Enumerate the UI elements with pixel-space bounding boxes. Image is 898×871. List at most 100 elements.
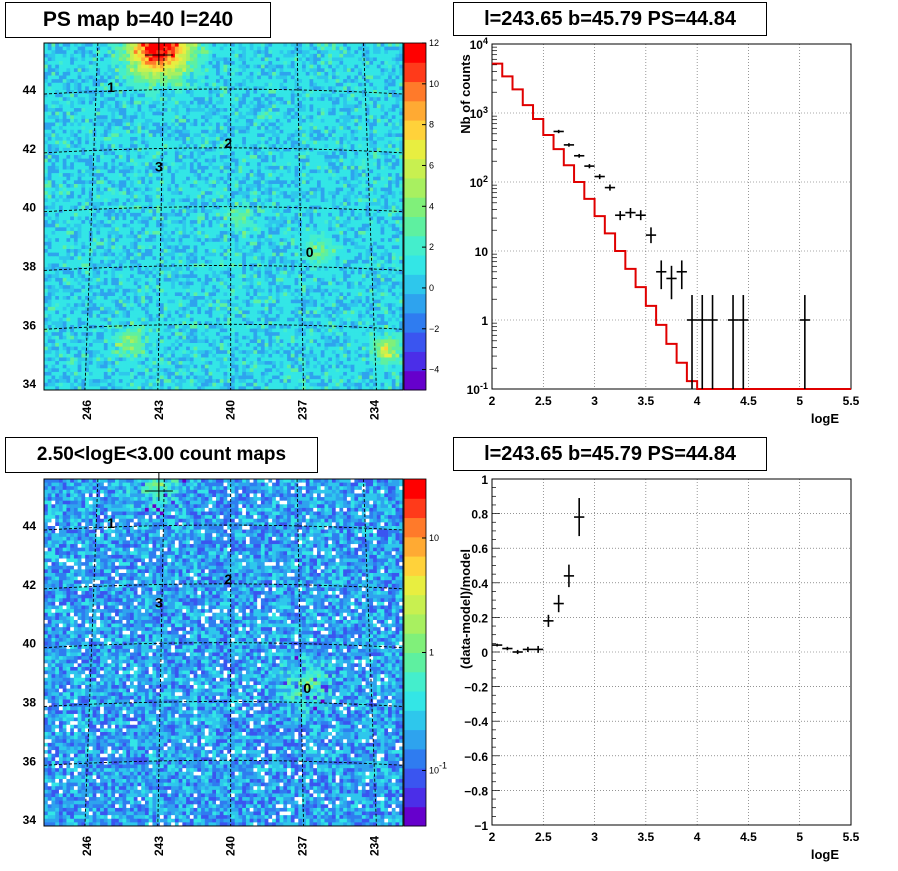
- colorbar-tick-label: 4: [429, 201, 434, 211]
- colorbar-cell: [404, 787, 426, 808]
- y-tick-label: 0.6: [471, 542, 488, 556]
- data-point: [563, 564, 575, 588]
- data-point: [615, 210, 626, 221]
- x-tick-label: 2: [489, 830, 496, 844]
- data-point: [625, 207, 636, 219]
- data-point: [563, 143, 575, 147]
- y-tick-label: 0: [481, 646, 488, 660]
- colorbar-cell: [404, 274, 426, 295]
- colorbar-cell: [404, 158, 426, 179]
- x-tick-label: 4.5: [740, 394, 757, 408]
- residuals-plot: 2 2.5 3 3.5 4 4.5 5 5.5 1 0.8 0.6 0.4 0.2 0 −0.2 −0.4 −0…: [458, 473, 860, 862]
- parallel-line: [43, 701, 404, 707]
- source-label: 3: [155, 595, 163, 611]
- x-axis-title: logE: [811, 411, 839, 426]
- data-point: [645, 227, 657, 244]
- x-tick-label: 240: [224, 836, 238, 856]
- x-tick-label: 234: [367, 400, 381, 420]
- data-point: [553, 594, 564, 613]
- data-point: [686, 295, 698, 389]
- y-tick-label: 40: [23, 637, 37, 651]
- y-tick-label: 38: [23, 259, 37, 273]
- colorbar-tick-label: 12: [429, 38, 439, 48]
- residuals-grid: [492, 479, 851, 825]
- y-tick-label: 0.8: [471, 508, 488, 522]
- parallel-line: [43, 524, 404, 531]
- data-point: [676, 260, 687, 290]
- y-tick-label: 10-1: [467, 381, 488, 397]
- y-tick-label: 38: [23, 695, 37, 709]
- x-tick-label: 237: [295, 836, 309, 856]
- ps-map-panel: 0 1 2 3 44 42 40 38 36 34 246 243 240 237 234 12 10 8 6 4 2 0…: [0, 0, 449, 435]
- y-tick-label: 10: [475, 245, 489, 259]
- y-tick-label: 1: [481, 473, 488, 487]
- data-point: [492, 643, 503, 647]
- y-tick-label: 0.4: [471, 577, 488, 591]
- y-tick-label: 44: [23, 519, 37, 533]
- colorbar-cell: [404, 100, 426, 121]
- y-tick-label: 0.2: [471, 611, 488, 625]
- colorbar-cell: [404, 235, 426, 256]
- colorbar-cell: [404, 370, 426, 391]
- x-tick-label: 240: [224, 400, 238, 420]
- colorbar-cell: [404, 575, 426, 596]
- x-tick-label: 3: [591, 830, 598, 844]
- colorbar-cell: [404, 351, 426, 372]
- colorbar-cell: [404, 255, 426, 275]
- y-tick-label: −0.4: [464, 715, 488, 729]
- colorbar-tick-label: 2: [429, 242, 434, 252]
- x-tick-label: 234: [367, 836, 381, 856]
- colorbar-cell: [404, 691, 426, 711]
- colorbar-cell: [404, 517, 426, 538]
- colorbar-cell: [404, 81, 426, 102]
- colorbar-tick-label: 1: [429, 648, 434, 658]
- x-tick-label: 243: [152, 836, 166, 856]
- count-map-plot: 0 1 2 3 44 42 40 38 36 34 246 243 240 237 234 10 1 10-1: [23, 459, 447, 856]
- y-tick-label: 36: [23, 318, 37, 332]
- spectrum-grid: [492, 44, 851, 389]
- y-tick-label: 42: [23, 578, 37, 592]
- data-point: [738, 295, 749, 389]
- colorbar-tick-label: 6: [429, 160, 434, 170]
- count-map-title: 2.50<logE<3.00 count maps: [5, 437, 318, 473]
- map-frame: [43, 478, 404, 827]
- colorbar-cell: [404, 671, 426, 692]
- x-tick-label: 2: [489, 394, 496, 408]
- meridian-line: [84, 478, 99, 827]
- colorbar-cell: [404, 177, 426, 198]
- y-tick-label: 34: [23, 377, 37, 391]
- map-graticule: [43, 478, 404, 827]
- colorbar-cell: [404, 120, 426, 140]
- y-tick-label: −0.8: [464, 784, 488, 798]
- x-tick-label: 3: [591, 394, 598, 408]
- data-point: [522, 646, 534, 652]
- y-tick-label: 102: [470, 174, 488, 190]
- parallel-line: [43, 759, 404, 766]
- colorbar-tick-label: −4: [429, 365, 439, 375]
- data-point: [584, 164, 595, 169]
- y-tick-label: 44: [23, 83, 37, 97]
- y-axis-title: (data-model)/model: [458, 549, 473, 669]
- colorbar-cell: [404, 768, 426, 788]
- y-tick-label: −0.2: [464, 681, 488, 695]
- data-point: [502, 646, 513, 651]
- x-tick-label: 5: [796, 830, 803, 844]
- colorbar-cell: [404, 216, 426, 237]
- colorbar-tick-label: 10: [429, 533, 439, 543]
- y-tick-label: 1: [481, 314, 488, 328]
- parallel-line: [43, 265, 404, 271]
- data-point: [543, 614, 554, 627]
- y-tick-label: 103: [470, 105, 488, 121]
- source-label: 0: [303, 680, 311, 696]
- data-point: [574, 498, 585, 537]
- x-tick-label: 4: [694, 830, 701, 844]
- data-point: [604, 184, 616, 191]
- map-pixels: [44, 479, 404, 827]
- x-tick-label: 3.5: [638, 394, 655, 408]
- data-point: [533, 645, 544, 653]
- colorbar-cell: [404, 536, 426, 557]
- data-point: [707, 295, 718, 389]
- spectrum-panel: 2 2.5 3 3.5 4 4.5 5 5.5 104 103 102 10 1 10-1 logE Nb o…: [449, 0, 898, 435]
